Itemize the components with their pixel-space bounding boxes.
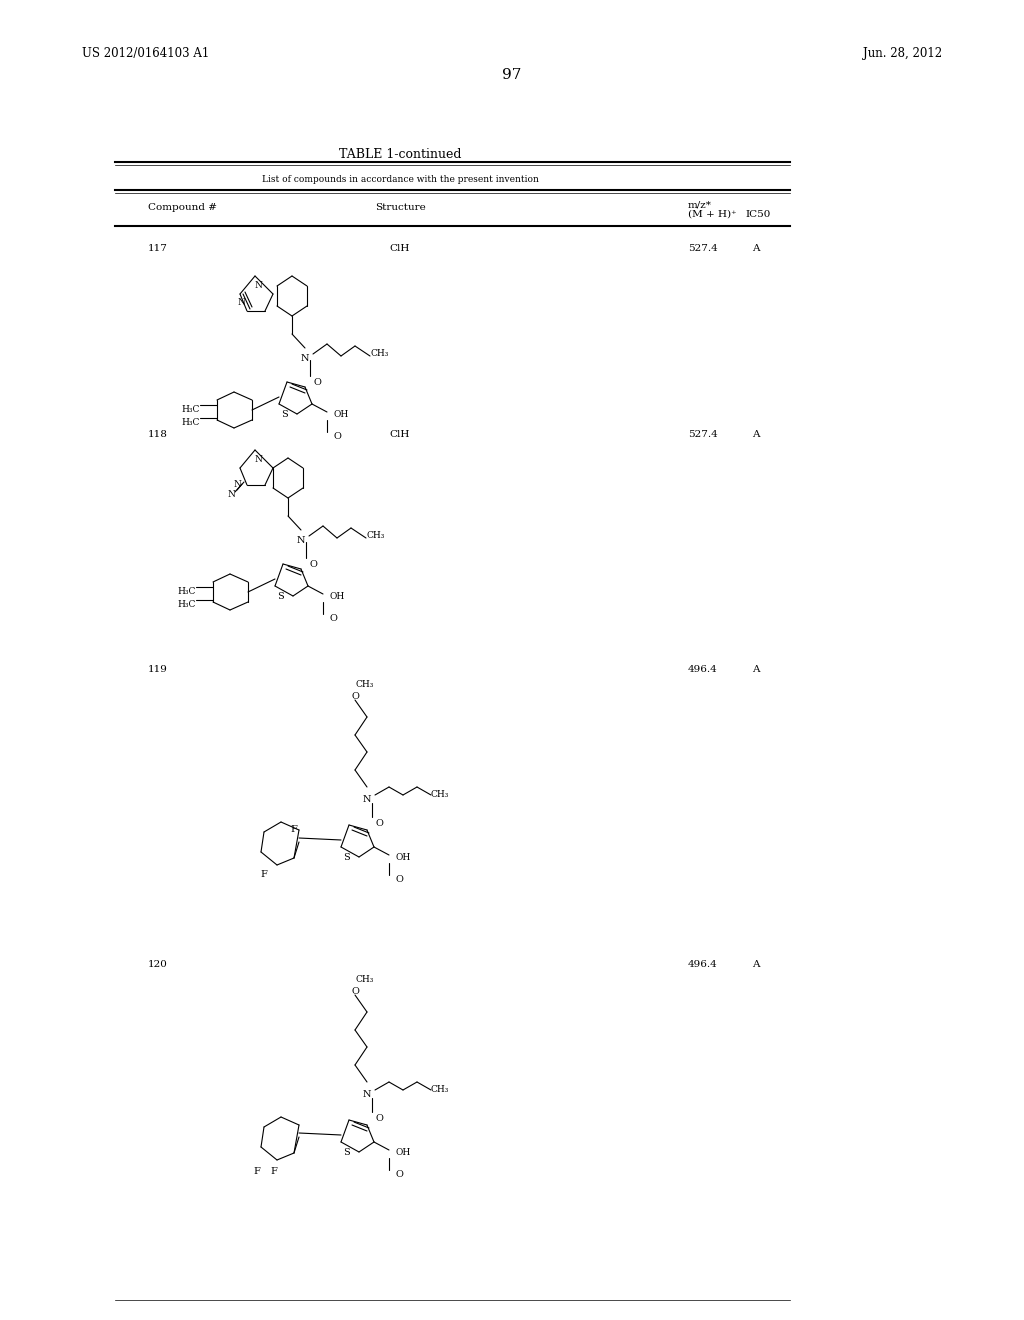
Text: N: N [254, 281, 262, 290]
Text: O: O [395, 1170, 402, 1179]
Text: H₃C: H₃C [177, 601, 196, 609]
Text: O: O [395, 875, 402, 884]
Text: Compound #: Compound # [148, 203, 217, 213]
Text: 117: 117 [148, 244, 168, 253]
Text: TABLE 1-continued: TABLE 1-continued [339, 148, 461, 161]
Text: F: F [270, 1167, 278, 1176]
Text: 120: 120 [148, 960, 168, 969]
Text: N: N [233, 480, 241, 488]
Text: Structure: Structure [375, 203, 425, 213]
Text: OH: OH [329, 591, 344, 601]
Text: A: A [752, 960, 760, 969]
Text: H₃C: H₃C [181, 405, 200, 414]
Text: F: F [260, 870, 267, 879]
Text: Jun. 28, 2012: Jun. 28, 2012 [863, 48, 942, 59]
Text: OH: OH [395, 853, 411, 862]
Text: 119: 119 [148, 665, 168, 675]
Text: 496.4: 496.4 [688, 665, 718, 675]
Text: S: S [282, 411, 289, 418]
Text: F: F [291, 825, 297, 834]
Text: m/z*: m/z* [688, 201, 712, 209]
Text: US 2012/0164103 A1: US 2012/0164103 A1 [82, 48, 209, 59]
Text: (M + H)⁺: (M + H)⁺ [688, 210, 736, 219]
Text: 527.4: 527.4 [688, 244, 718, 253]
Text: IC50: IC50 [745, 210, 770, 219]
Text: List of compounds in accordance with the present invention: List of compounds in accordance with the… [261, 176, 539, 183]
Text: F: F [254, 1167, 260, 1176]
Text: 527.4: 527.4 [688, 430, 718, 440]
Text: ClH: ClH [390, 244, 411, 253]
Text: 496.4: 496.4 [688, 960, 718, 969]
Text: CH₃: CH₃ [371, 348, 389, 358]
Text: O: O [309, 560, 317, 569]
Text: N: N [297, 536, 305, 545]
Text: H₃C: H₃C [177, 587, 196, 597]
Text: O: O [333, 432, 341, 441]
Text: N: N [301, 354, 309, 363]
Text: N: N [227, 490, 234, 499]
Text: CH₃: CH₃ [367, 531, 385, 540]
Text: A: A [752, 430, 760, 440]
Text: H₃C: H₃C [181, 418, 200, 426]
Text: OH: OH [395, 1148, 411, 1158]
Text: S: S [344, 1148, 350, 1158]
Text: N: N [362, 795, 372, 804]
Text: ClH: ClH [390, 430, 411, 440]
Text: 97: 97 [503, 69, 521, 82]
Text: A: A [752, 244, 760, 253]
Text: N: N [362, 1090, 372, 1100]
Text: N: N [238, 298, 245, 308]
Text: O: O [313, 378, 321, 387]
Text: O: O [329, 614, 337, 623]
Text: OH: OH [333, 411, 348, 418]
Text: O: O [375, 818, 383, 828]
Text: CH₃: CH₃ [431, 1085, 450, 1094]
Text: 118: 118 [148, 430, 168, 440]
Text: S: S [344, 853, 350, 862]
Text: O: O [351, 692, 359, 701]
Text: N: N [254, 455, 262, 465]
Text: CH₃: CH₃ [355, 975, 374, 983]
Text: CH₃: CH₃ [431, 789, 450, 799]
Text: S: S [278, 591, 285, 601]
Text: O: O [375, 1114, 383, 1123]
Text: CH₃: CH₃ [355, 680, 374, 689]
Text: A: A [752, 665, 760, 675]
Text: O: O [351, 987, 359, 997]
